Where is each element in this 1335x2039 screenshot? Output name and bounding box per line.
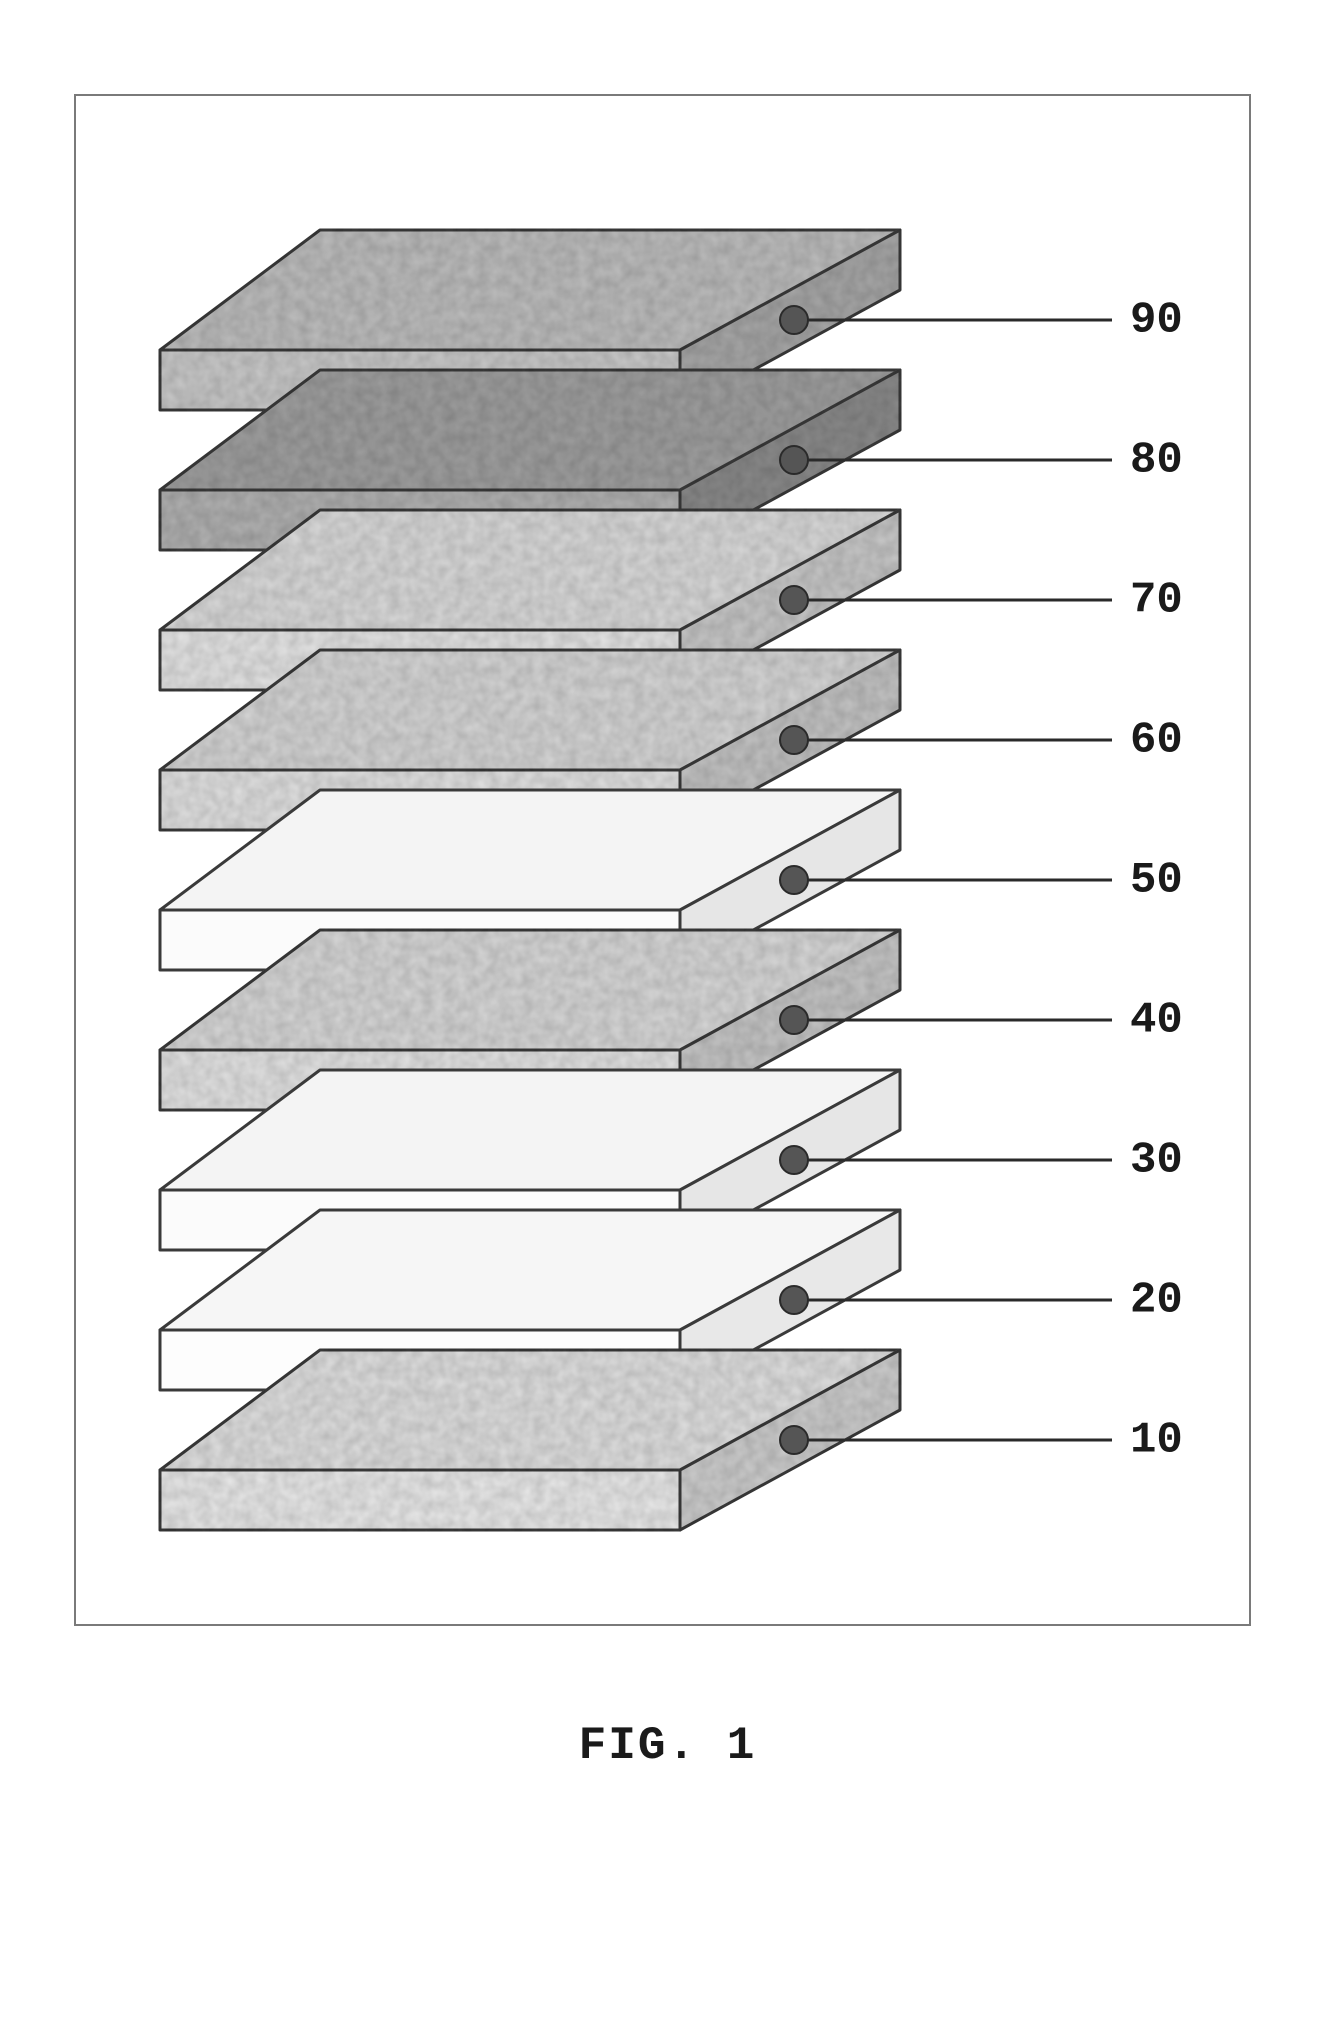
callout-dot: [780, 1006, 808, 1034]
callout-label: 60: [1130, 716, 1183, 766]
callout-dot: [780, 586, 808, 614]
callout-dot: [780, 866, 808, 894]
callout-dot: [780, 1146, 808, 1174]
callout-dot: [780, 1426, 808, 1454]
callout-dot: [780, 446, 808, 474]
callout-label: 20: [1130, 1276, 1183, 1326]
callout-label: 70: [1130, 576, 1183, 626]
callout-label: 80: [1130, 436, 1183, 486]
figure-caption: FIG. 1: [0, 1720, 1335, 1772]
callout-label: 50: [1130, 856, 1183, 906]
callout-label: 10: [1130, 1416, 1183, 1466]
callout-dot: [780, 306, 808, 334]
callout-label: 30: [1130, 1136, 1183, 1186]
callout-dot: [780, 726, 808, 754]
callout-label: 40: [1130, 996, 1183, 1046]
callout-label: 90: [1130, 296, 1183, 346]
callout-dot: [780, 1286, 808, 1314]
